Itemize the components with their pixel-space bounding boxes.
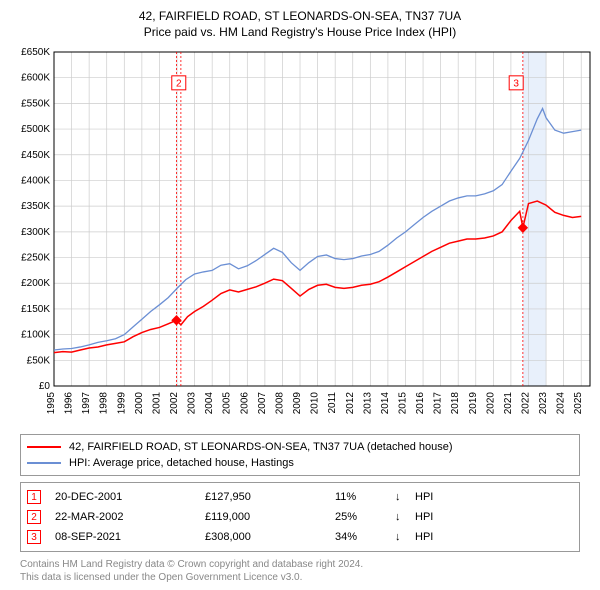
legend-item: 42, FAIRFIELD ROAD, ST LEONARDS-ON-SEA, … <box>27 439 573 455</box>
svg-text:2009: 2009 <box>292 392 303 415</box>
svg-text:2019: 2019 <box>468 392 479 415</box>
table-row: 3 08-SEP-2021 £308,000 34% ↓ HPI <box>23 527 577 547</box>
svg-text:£300K: £300K <box>21 227 50 238</box>
svg-text:2020: 2020 <box>485 392 496 415</box>
svg-text:2003: 2003 <box>187 392 198 415</box>
svg-text:2005: 2005 <box>222 392 233 415</box>
title-line-2: Price paid vs. HM Land Registry's House … <box>4 24 596 40</box>
transaction-date: 08-SEP-2021 <box>55 531 205 543</box>
svg-text:2007: 2007 <box>257 392 268 415</box>
svg-text:3: 3 <box>513 79 519 90</box>
svg-text:£350K: £350K <box>21 202 50 213</box>
transactions-table: 1 20-DEC-2001 £127,950 11% ↓ HPI 2 22-MA… <box>20 482 580 552</box>
table-row: 1 20-DEC-2001 £127,950 11% ↓ HPI <box>23 487 577 507</box>
svg-text:2006: 2006 <box>239 392 250 415</box>
transaction-vs: HPI <box>415 531 455 543</box>
svg-text:£600K: £600K <box>21 73 50 84</box>
transaction-marker: 3 <box>27 530 41 544</box>
svg-text:2016: 2016 <box>415 392 426 415</box>
transaction-pct: 25% <box>335 511 395 523</box>
table-row: 2 22-MAR-2002 £119,000 25% ↓ HPI <box>23 507 577 527</box>
svg-text:1997: 1997 <box>81 392 92 415</box>
title-block: 42, FAIRFIELD ROAD, ST LEONARDS-ON-SEA, … <box>4 8 596 40</box>
transaction-vs: HPI <box>415 511 455 523</box>
svg-text:£550K: £550K <box>21 99 50 110</box>
legend-swatch-blue <box>27 462 61 464</box>
transaction-marker: 1 <box>27 490 41 504</box>
arrow-down-icon: ↓ <box>395 511 415 523</box>
svg-text:2001: 2001 <box>151 392 162 415</box>
svg-text:£250K: £250K <box>21 253 50 264</box>
legend-label: 42, FAIRFIELD ROAD, ST LEONARDS-ON-SEA, … <box>69 441 453 453</box>
svg-text:2008: 2008 <box>274 392 285 415</box>
svg-text:2023: 2023 <box>538 392 549 415</box>
transaction-pct: 11% <box>335 491 395 503</box>
svg-text:£500K: £500K <box>21 124 50 135</box>
svg-text:£400K: £400K <box>21 176 50 187</box>
svg-text:2015: 2015 <box>397 392 408 415</box>
svg-text:£50K: £50K <box>27 356 51 367</box>
svg-text:2000: 2000 <box>134 392 145 415</box>
svg-text:£450K: £450K <box>21 150 50 161</box>
transaction-price: £119,000 <box>205 511 335 523</box>
transaction-date: 20-DEC-2001 <box>55 491 205 503</box>
svg-text:1998: 1998 <box>99 392 110 415</box>
svg-text:2004: 2004 <box>204 392 215 415</box>
footer: Contains HM Land Registry data © Crown c… <box>20 558 580 584</box>
transaction-pct: 34% <box>335 531 395 543</box>
svg-text:2011: 2011 <box>327 392 338 414</box>
footer-line-2: This data is licensed under the Open Gov… <box>20 571 580 584</box>
transaction-marker: 2 <box>27 510 41 524</box>
svg-text:2012: 2012 <box>345 392 356 415</box>
svg-text:2025: 2025 <box>573 392 584 415</box>
svg-text:2010: 2010 <box>310 392 321 415</box>
svg-text:2017: 2017 <box>433 392 444 415</box>
transaction-vs: HPI <box>415 491 455 503</box>
chart-container: 42, FAIRFIELD ROAD, ST LEONARDS-ON-SEA, … <box>0 0 600 588</box>
svg-text:2013: 2013 <box>362 392 373 415</box>
legend-swatch-red <box>27 446 61 448</box>
svg-text:2021: 2021 <box>503 392 514 415</box>
svg-text:1996: 1996 <box>64 392 75 415</box>
legend-item: HPI: Average price, detached house, Hast… <box>27 455 573 471</box>
legend: 42, FAIRFIELD ROAD, ST LEONARDS-ON-SEA, … <box>20 434 580 476</box>
svg-text:2: 2 <box>176 79 182 90</box>
svg-text:2014: 2014 <box>380 392 391 415</box>
svg-text:2002: 2002 <box>169 392 180 415</box>
arrow-down-icon: ↓ <box>395 491 415 503</box>
footer-line-1: Contains HM Land Registry data © Crown c… <box>20 558 580 571</box>
transaction-date: 22-MAR-2002 <box>55 511 205 523</box>
svg-text:1995: 1995 <box>46 392 57 415</box>
chart-svg: £0 £50K £100K £150K £200K £250K £300K £350K £400… <box>4 46 596 426</box>
svg-text:1999: 1999 <box>116 392 127 415</box>
line-chart: £0 £50K £100K £150K £200K £250K £300K £350K £400… <box>4 46 596 426</box>
transaction-price: £127,950 <box>205 491 335 503</box>
svg-text:£0: £0 <box>39 381 51 392</box>
transaction-price: £308,000 <box>205 531 335 543</box>
svg-text:2024: 2024 <box>556 392 567 415</box>
arrow-down-icon: ↓ <box>395 531 415 543</box>
svg-text:2018: 2018 <box>450 392 461 415</box>
svg-text:£200K: £200K <box>21 279 50 290</box>
title-line-1: 42, FAIRFIELD ROAD, ST LEONARDS-ON-SEA, … <box>4 8 596 24</box>
svg-text:£100K: £100K <box>21 330 50 341</box>
svg-text:£150K: £150K <box>21 304 50 315</box>
svg-text:2022: 2022 <box>520 392 531 415</box>
svg-text:£650K: £650K <box>21 47 50 58</box>
legend-label: HPI: Average price, detached house, Hast… <box>69 457 294 469</box>
